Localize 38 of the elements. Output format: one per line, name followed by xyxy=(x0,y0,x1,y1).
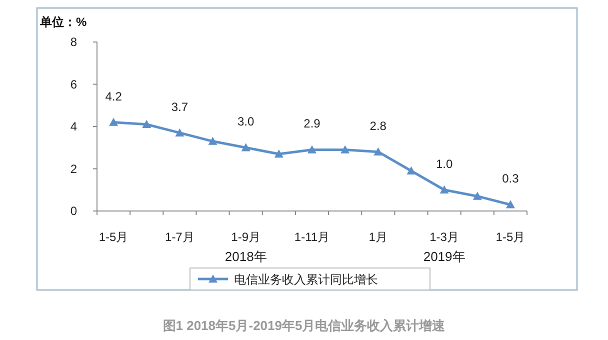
point xyxy=(440,185,449,194)
data-label: 1.0 xyxy=(436,156,453,171)
point xyxy=(374,147,383,156)
caption: 图1 2018年5月-2019年5月电信业务收入累计增速 xyxy=(162,318,446,333)
data-label: 3.0 xyxy=(238,114,255,129)
x-tick-label: 1-9月 xyxy=(231,230,261,244)
point xyxy=(472,192,482,200)
point xyxy=(340,145,350,154)
point xyxy=(241,143,250,152)
x-tick-label: 1-11月 xyxy=(294,230,330,244)
x-tick-label: 1-3月 xyxy=(430,230,459,244)
y-tick-label: 4 xyxy=(70,120,78,134)
data-label: 2.9 xyxy=(304,116,321,131)
data-label: 3.7 xyxy=(171,100,188,114)
x-tick-label: 1-7月 xyxy=(165,230,194,244)
point xyxy=(142,120,152,128)
legend-label: 电信业务收入累计同比增长 xyxy=(234,272,378,286)
data-label: 2.8 xyxy=(370,118,387,133)
point xyxy=(308,145,316,154)
point xyxy=(406,166,416,174)
point xyxy=(175,128,184,136)
data-label: 0.3 xyxy=(502,172,520,186)
x-tick-label: 1-5月 xyxy=(98,230,128,244)
y-tick-label: 0 xyxy=(70,204,78,218)
point xyxy=(506,200,515,208)
y-tick-label: 6 xyxy=(70,77,78,92)
point xyxy=(208,136,218,145)
point xyxy=(109,118,118,126)
text: 2019年 xyxy=(423,249,466,264)
text: 2018年 xyxy=(224,249,267,264)
legend: 电信业务收入累计同比增长 xyxy=(190,268,430,290)
point xyxy=(274,149,284,158)
x-tick-label: 1-5月 xyxy=(496,230,526,244)
x-tick-label: 1月 xyxy=(368,230,388,244)
y-tick-label: 2 xyxy=(70,162,78,176)
y-tick-label: 8 xyxy=(70,35,78,49)
data-label: 4.2 xyxy=(105,89,122,104)
y-axis-title: 单位：% xyxy=(39,15,87,29)
